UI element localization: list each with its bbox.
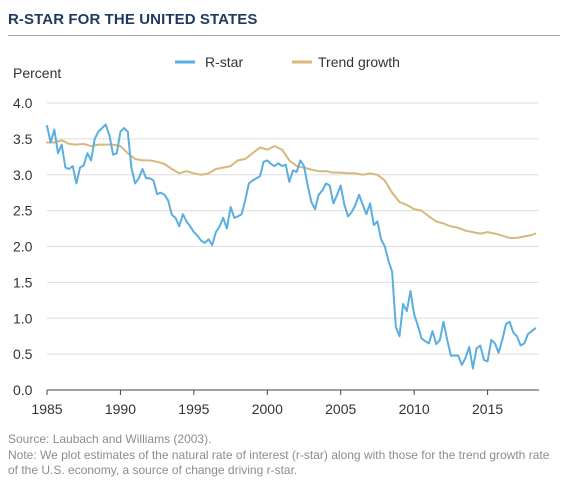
- title-divider: [8, 35, 560, 36]
- series-lines: [46, 123, 537, 370]
- footnote: Note: We plot estimates of the natural r…: [8, 448, 550, 477]
- y-tick-label: 2.5: [13, 203, 33, 219]
- series-line-r-star: [46, 123, 537, 370]
- legend-label: Trend growth: [318, 54, 400, 70]
- x-tick-labels: 1985 1990 1995 2000 2005 2010 2015: [31, 401, 503, 417]
- x-tick-label: 1990: [105, 401, 136, 417]
- y-tick-label: 2.0: [13, 239, 33, 255]
- y-tick-label: 0.5: [13, 346, 33, 362]
- x-tick-label: 1995: [178, 401, 209, 417]
- x-tick-label: 2005: [325, 401, 356, 417]
- legend: R-star Trend growth: [175, 54, 400, 70]
- x-tick-label: 2015: [472, 401, 503, 417]
- axes: [46, 389, 539, 395]
- x-tick-label: 1985: [31, 401, 62, 417]
- y-tick-label: 3.0: [13, 167, 33, 183]
- legend-label: R-star: [205, 54, 243, 70]
- series-line-trend-growth: [46, 139, 537, 239]
- y-tick-label: 0.0: [13, 382, 33, 398]
- gridlines: [47, 102, 539, 355]
- y-tick-labels: 0.0 0.5 1.0 1.5 2.0 2.5 3.0 3.5 4.0: [13, 95, 33, 398]
- line-chart: 0.0 0.5 1.0 1.5 2.0 2.5 3.0 3.5 4.0 1985 1990 1995…: [13, 54, 539, 417]
- chart-title: R-STAR FOR THE UNITED STATES: [8, 11, 258, 28]
- y-tick-label: 1.0: [13, 310, 33, 326]
- y-tick-label: 3.5: [13, 131, 33, 147]
- x-tick-label: 2010: [399, 401, 430, 417]
- source-note: Source: Laubach and Williams (2003).: [8, 432, 212, 446]
- y-axis-label: Percent: [13, 65, 62, 81]
- x-tick-label: 2000: [252, 401, 283, 417]
- y-tick-label: 4.0: [13, 95, 33, 111]
- y-tick-label: 1.5: [13, 274, 33, 290]
